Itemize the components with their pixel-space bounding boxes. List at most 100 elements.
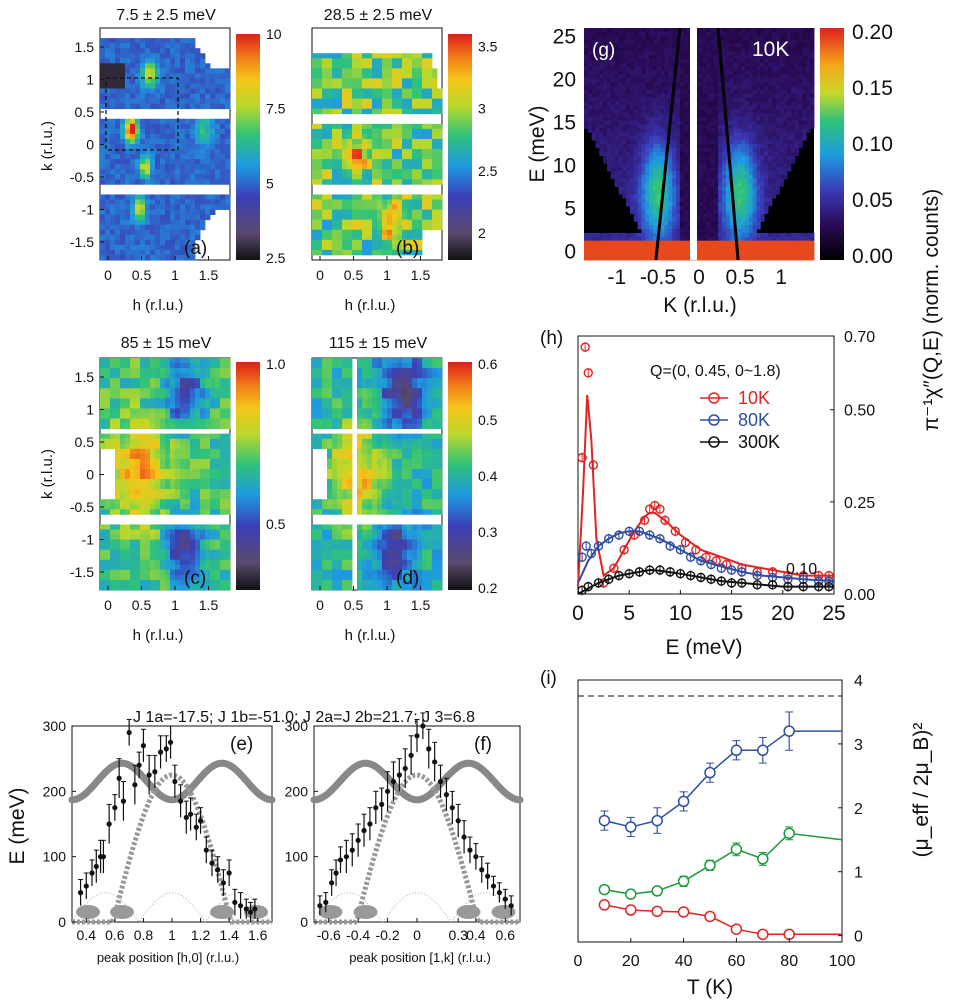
heatmap-a-cell [155,58,161,64]
heatmap-d-cell [337,463,343,470]
heatmap-b-cell [342,138,348,145]
heatmap-d-cell [337,569,343,576]
heatmap-c-cell [155,574,161,581]
heatmap-g-cell [630,198,635,203]
heatmap-a-cell [140,164,146,170]
heatmap-c-cell [205,458,211,465]
heatmap-g-cell [610,66,616,71]
heatmap-b-cell [372,98,378,105]
heatmap-a-cell [120,138,126,145]
panel-b: (b) [311,27,472,261]
heatmap-g-cell [595,31,600,37]
heatmap-g-cell [599,132,604,137]
heatmap-b-cell [437,93,443,100]
heatmap-c-cell [130,509,136,515]
heatmap-g-cell [587,101,593,106]
heatmap-a-cell [140,128,146,135]
heatmap-d-cell [327,569,333,576]
heatmap-d-cell [427,539,433,546]
heatmap-c-cell [165,539,171,546]
heatmap-d-cell [367,484,373,490]
heatmap-b-cell [427,53,433,59]
heatmap-c-cell [190,579,196,586]
heatmap-b-cell [382,53,388,59]
heatmap-g-cell [649,140,654,145]
heatmap-c-cell [180,438,186,445]
heatmap-a-cell [215,154,221,160]
heatmap-c-cell [215,448,221,455]
heatmap-c-cell [210,463,216,470]
heatmap-d-cell [432,383,438,389]
heatmap-d-cell [322,584,328,591]
heatmap-g-cell [599,147,604,153]
heatmap-c-cell [165,388,171,394]
x-tick-label: 1.5 [199,597,219,613]
heatmap-g-cell [641,78,646,83]
heatmap-d-cell [392,413,398,419]
heatmap-b-cell [407,159,413,165]
heatmap-a-cell [160,103,166,110]
heatmap-d-cell [347,489,353,495]
heatmap-d-cell [342,484,348,490]
heatmap-c-cell [150,423,156,430]
heatmap-a-cell [105,68,111,74]
heatmap-g-cell [645,43,650,48]
heatmap-a-cell [180,83,186,89]
heatmap-b-cell [402,98,408,105]
heatmap-a-cell [105,194,111,200]
heatmap-a-cell [105,169,111,175]
heatmap-c-cell [225,564,231,571]
heatmap-a-cell [105,209,111,216]
heatmap-b-cell [407,108,413,115]
heatmap-b-cell [412,199,418,205]
heatmap-c-cell [215,554,221,561]
heatmap-b-cell [392,123,398,130]
heatmap-a-cell [120,159,126,165]
heatmap-d-cell [392,443,398,450]
heatmap-d-cell [337,398,343,404]
heatmap-g-cell [641,171,646,176]
heatmap-d-cell [322,554,328,561]
heatmap-b-cell [367,88,373,94]
heatmap-g-cell [610,43,616,48]
heatmap-a-cell [140,239,146,246]
heatmap-c-cell [120,564,126,571]
heatmap-g-cell [637,93,642,98]
heatmap-d-cell [342,393,348,399]
heatmap-a-cell [125,133,131,140]
heatmap-d-cell [397,398,403,404]
heatmap-d-cell [427,448,433,455]
heatmap-g-cell [591,39,596,44]
heatmap-b-cell [382,159,388,165]
heatmap-c-cell [195,499,201,505]
heatmap-a-cell [195,229,201,236]
heatmap-b-cell [427,103,433,110]
heatmap-d-cell [377,448,383,455]
heatmap-a-cell [110,68,116,74]
heatmap-c-cell [205,584,211,591]
heatmap-b-cell [367,63,373,69]
heatmap-a-cell [145,78,151,84]
heatmap-g-cell [595,39,600,44]
heatmap-b-cell [377,164,383,170]
heatmap-c-cell [225,524,231,530]
heatmap-g-cell [584,105,589,110]
heatmap-a-cell [180,169,186,175]
heatmap-c-cell [195,423,201,430]
heatmap-g-cell [637,86,642,91]
heatmap-c-cell [155,388,161,394]
heatmap-b-cell [337,214,343,221]
heatmap-c-cell [225,403,231,409]
heatmap-d-cell [377,499,383,505]
heatmap-b-cell [367,224,373,231]
heatmap-c-cell [100,534,106,540]
heatmap-b-cell [357,103,363,110]
heatmap-d-cell [337,413,343,419]
heatmap-a-cell [225,144,231,150]
heatmap-g-cell [614,144,619,149]
heatmap-c-cell [185,549,191,556]
heatmap-g-cell [645,221,650,226]
heatmap-d-cell [427,363,433,369]
heatmap-b-cell [337,123,343,130]
panel-a-ylabel: k (r.l.u.) [39,121,56,171]
